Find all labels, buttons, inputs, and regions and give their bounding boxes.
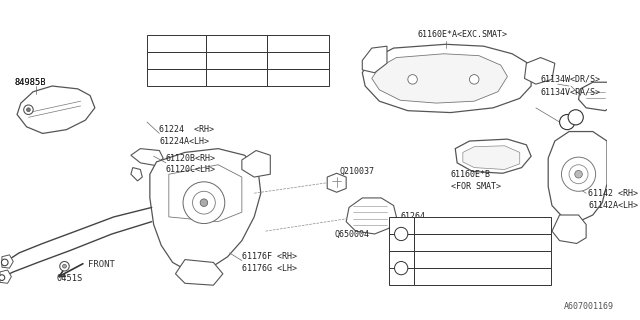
Text: <FOR SMAT>: <FOR SMAT> <box>451 182 500 191</box>
Polygon shape <box>463 146 520 170</box>
Circle shape <box>408 75 417 84</box>
Circle shape <box>394 227 408 241</box>
Text: 61160E*A: 61160E*A <box>279 56 318 65</box>
Polygon shape <box>362 46 387 73</box>
Text: 61224A<LH>: 61224A<LH> <box>159 137 209 146</box>
Text: 61120B<RH>: 61120B<RH> <box>166 154 216 163</box>
Polygon shape <box>2 255 13 268</box>
Circle shape <box>394 261 408 275</box>
Polygon shape <box>17 86 95 133</box>
Text: 61224  <RH>: 61224 <RH> <box>159 125 214 134</box>
Circle shape <box>569 165 588 184</box>
Text: 61160E*A<EXC.SMAT>: 61160E*A<EXC.SMAT> <box>417 30 508 39</box>
Polygon shape <box>169 165 242 222</box>
Text: 61142A<LH>: 61142A<LH> <box>588 201 638 210</box>
Polygon shape <box>362 44 531 113</box>
Circle shape <box>0 275 4 280</box>
Polygon shape <box>0 270 12 283</box>
Polygon shape <box>372 54 508 103</box>
Circle shape <box>575 171 582 178</box>
Bar <box>413 251 551 268</box>
Polygon shape <box>327 173 346 192</box>
Text: FOR SMAT: FOR SMAT <box>157 73 196 82</box>
Circle shape <box>200 199 208 206</box>
Circle shape <box>26 108 30 112</box>
Polygon shape <box>175 260 223 285</box>
Text: FRONT: FRONT <box>223 39 250 48</box>
Polygon shape <box>131 168 142 181</box>
Text: 84985B: 84985B <box>14 78 45 87</box>
Circle shape <box>63 264 67 268</box>
Polygon shape <box>131 148 163 166</box>
Circle shape <box>561 157 596 191</box>
Polygon shape <box>346 198 396 234</box>
Circle shape <box>568 110 583 125</box>
Text: Q650004: Q650004 <box>335 229 370 238</box>
Text: 61134V<PA/S>: 61134V<PA/S> <box>541 87 600 96</box>
Text: 61252E*A<EXC.SMAT>: 61252E*A<EXC.SMAT> <box>417 255 500 264</box>
Text: 2: 2 <box>573 113 578 122</box>
Text: 61160E*B: 61160E*B <box>451 170 490 179</box>
Bar <box>389 251 413 268</box>
Text: Q210037: Q210037 <box>340 167 374 176</box>
Text: 84985B: 84985B <box>14 78 45 87</box>
Circle shape <box>470 75 479 84</box>
Text: 61134W<DR/S>: 61134W<DR/S> <box>541 75 600 84</box>
Text: 61176G <LH>: 61176G <LH> <box>242 264 297 273</box>
Text: 61252D*B<FOR SMAT>: 61252D*B<FOR SMAT> <box>417 238 500 247</box>
Text: 2: 2 <box>399 264 403 273</box>
Polygon shape <box>548 132 607 222</box>
Bar <box>206 35 268 52</box>
Bar <box>268 35 329 52</box>
Text: EXC.SMAT: EXC.SMAT <box>157 56 196 65</box>
Text: HANDLE: HANDLE <box>161 39 192 48</box>
Text: 61176F <RH>: 61176F <RH> <box>242 252 297 261</box>
Text: 61252E*B<FOR SMAT>: 61252E*B<FOR SMAT> <box>417 272 500 281</box>
Text: A607001169: A607001169 <box>564 301 614 310</box>
Text: 61264: 61264 <box>400 212 425 221</box>
Text: REAR: REAR <box>288 39 308 48</box>
Text: 0451S: 0451S <box>57 274 83 283</box>
Polygon shape <box>242 150 270 177</box>
Circle shape <box>24 105 33 115</box>
Bar <box>413 268 551 285</box>
Polygon shape <box>455 139 531 173</box>
Text: 61160E*A: 61160E*A <box>279 73 318 82</box>
Text: 61160E*B: 61160E*B <box>217 73 256 82</box>
Circle shape <box>193 191 215 214</box>
Polygon shape <box>552 215 586 244</box>
Bar <box>206 52 268 69</box>
Polygon shape <box>579 82 614 111</box>
Bar <box>147 69 206 86</box>
Circle shape <box>60 261 69 271</box>
Bar <box>206 69 268 86</box>
Bar <box>389 234 413 251</box>
Bar <box>147 35 206 52</box>
Text: 1: 1 <box>564 117 570 127</box>
Polygon shape <box>150 148 261 272</box>
Bar <box>147 52 206 69</box>
Bar <box>413 217 551 234</box>
Text: 61160E*A: 61160E*A <box>217 56 256 65</box>
Text: FRONT: FRONT <box>88 260 115 269</box>
Bar <box>389 217 413 234</box>
Circle shape <box>559 115 575 130</box>
Bar <box>389 268 413 285</box>
Bar <box>268 52 329 69</box>
Text: 61252D*A<EXC.SMAT>: 61252D*A<EXC.SMAT> <box>417 221 500 230</box>
Bar <box>413 234 551 251</box>
Polygon shape <box>525 58 555 84</box>
Text: 61142 <RH>: 61142 <RH> <box>588 189 638 198</box>
Text: 1: 1 <box>399 229 403 238</box>
Circle shape <box>1 259 8 266</box>
Text: 61120C<LH>: 61120C<LH> <box>166 165 216 174</box>
Bar <box>268 69 329 86</box>
Circle shape <box>183 182 225 224</box>
